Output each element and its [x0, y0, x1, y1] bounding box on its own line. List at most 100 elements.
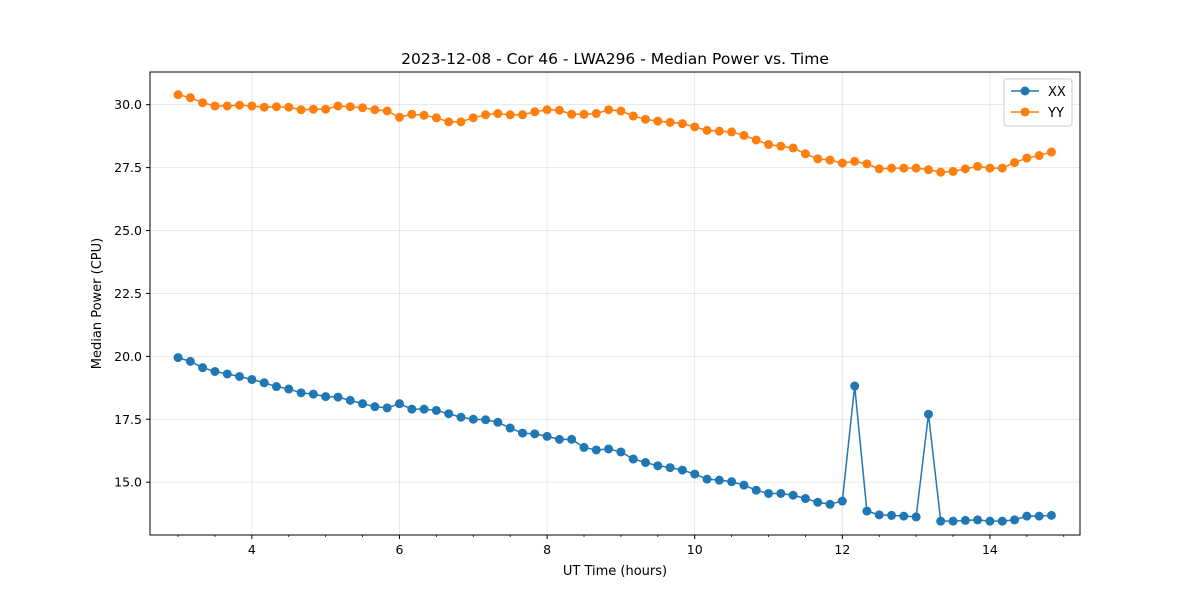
x-axis-label: UT Time (hours) [563, 564, 667, 579]
series-yy-point [431, 113, 441, 123]
series-xx-point [518, 428, 528, 438]
series-xx-point [542, 431, 552, 441]
series-yy-point [505, 110, 515, 120]
series-xx-point [358, 399, 368, 409]
legend-xx-label: XX [1048, 85, 1066, 100]
series-xx-point [1010, 515, 1020, 525]
series-xx-point [591, 445, 601, 455]
series-yy-point [764, 139, 774, 149]
series-xx-point [481, 415, 491, 425]
series-xx-point [296, 388, 306, 398]
series-xx-point [394, 399, 404, 409]
series-xx-point [850, 381, 860, 391]
series-yy-point [985, 163, 995, 173]
series-xx-point [579, 442, 589, 452]
series-xx-point [308, 389, 318, 399]
series-yy-point [358, 103, 368, 113]
series-yy-point [394, 112, 404, 122]
series-yy-point [640, 114, 650, 124]
series-yy-point [247, 101, 257, 111]
series-yy-point [1034, 151, 1044, 161]
series-xx-point [173, 353, 183, 363]
series-xx-point [727, 477, 737, 487]
series-xx-point [751, 485, 761, 495]
series-yy-point [997, 163, 1007, 173]
legend-xx-marker [1020, 86, 1030, 96]
legend-yy-label: YY [1047, 106, 1064, 121]
series-xx-point [997, 516, 1007, 526]
series-yy-point [456, 117, 466, 127]
series-yy-point [948, 166, 958, 176]
series-xx-point [911, 512, 921, 522]
series-yy-point [788, 143, 798, 153]
series-xx-point [899, 511, 909, 521]
series-yy [173, 90, 1056, 177]
series-yy-point [677, 119, 687, 129]
series-xx-point [210, 366, 220, 376]
series-xx-point [874, 510, 884, 520]
series-xx-point [776, 488, 786, 498]
series-xx-point [837, 496, 847, 506]
x-tick-label: 10 [687, 542, 703, 557]
series-yy-point [936, 167, 946, 177]
series-xx-point [235, 371, 245, 381]
series-xx-point [973, 515, 983, 525]
series-yy-point [1046, 147, 1056, 157]
series-xx-point [813, 497, 823, 507]
series-xx-point [198, 363, 208, 373]
series-xx-point [653, 461, 663, 471]
series-yy-point [542, 105, 552, 115]
series-xx-point [923, 409, 933, 419]
series-yy-point [887, 163, 897, 173]
series-yy-point [518, 110, 528, 120]
series-xx-point [714, 475, 724, 485]
series-xx-point [530, 429, 540, 439]
series-yy-point [493, 109, 503, 119]
series-yy-point [308, 104, 318, 114]
series-yy-point [198, 98, 208, 108]
series-xx-point [333, 392, 343, 402]
series-xx [173, 353, 1056, 526]
x-tick-label: 12 [834, 542, 850, 557]
y-axis-label: Median Power (CPU) [90, 238, 105, 369]
series-yy-point [1010, 158, 1020, 168]
series-xx-point [690, 469, 700, 479]
series-yy-point [628, 111, 638, 121]
series-xx-point [345, 395, 355, 405]
series-xx-point [960, 515, 970, 525]
series-xx-point [284, 384, 294, 394]
series-xx-point [948, 516, 958, 526]
series-yy-point [407, 109, 417, 119]
series-yy-point [960, 164, 970, 174]
series-xx-point [247, 374, 257, 384]
series-xx-point [382, 403, 392, 413]
y-tick-label: 27.5 [114, 160, 142, 175]
series-xx-point [271, 382, 281, 392]
series-yy-point [567, 109, 577, 119]
series-yy-point [776, 141, 786, 151]
series-xx-point [985, 516, 995, 526]
series-xx-point [456, 412, 466, 422]
series-yy-point [1022, 153, 1032, 163]
series-yy-point [874, 164, 884, 174]
legend: XX YY [1003, 78, 1073, 127]
series-yy-point [591, 109, 601, 119]
series-yy-point [800, 149, 810, 159]
series-xx-point [468, 414, 478, 424]
x-tick-label: 8 [543, 542, 551, 557]
series-xx-point [554, 434, 564, 444]
series-yy-point [604, 105, 614, 115]
series-xx-point [407, 404, 417, 414]
series-xx-point [702, 474, 712, 484]
series-xx-point [431, 405, 441, 415]
series-yy-point [333, 101, 343, 111]
series-yy-point [862, 159, 872, 169]
series-group [173, 90, 1056, 526]
series-xx-point [887, 510, 897, 520]
series-yy-point [899, 163, 909, 173]
series-yy-point [259, 102, 269, 112]
y-tick-label: 15.0 [114, 475, 142, 490]
series-xx-point [604, 444, 614, 454]
series-xx-point [185, 356, 195, 366]
